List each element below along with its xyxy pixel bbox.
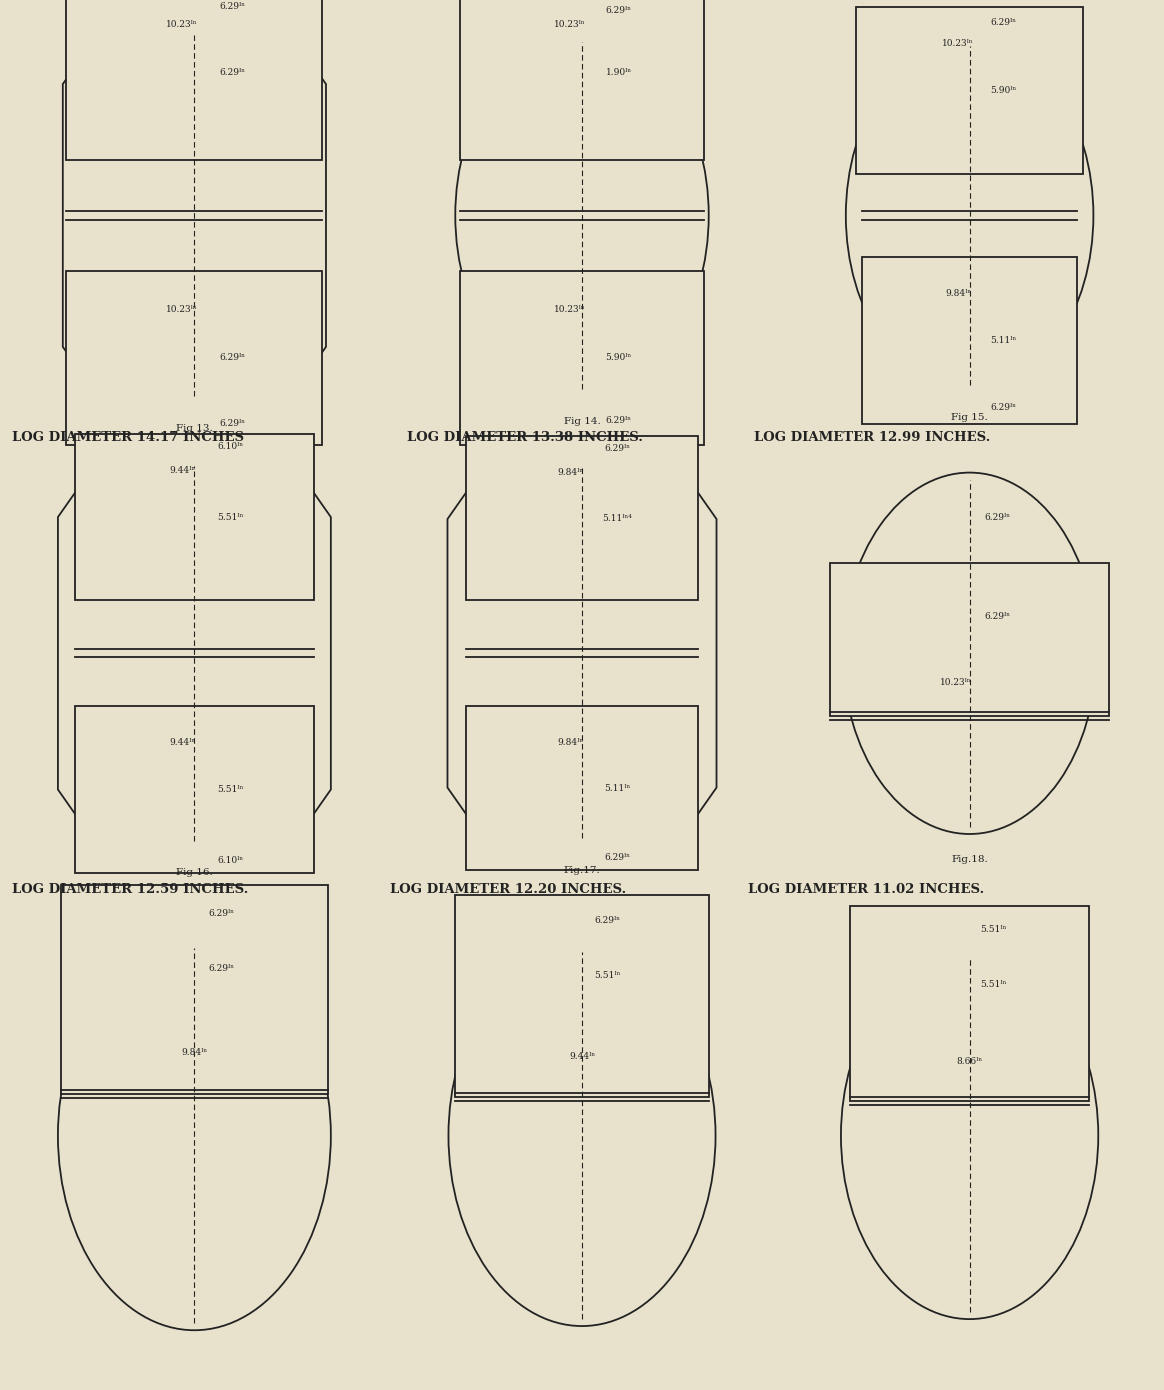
- Text: 5.51ᴵⁿ: 5.51ᴵⁿ: [980, 924, 1007, 934]
- Text: Fig 16.: Fig 16.: [176, 869, 213, 877]
- Text: 9.84ᴵⁿ: 9.84ᴵⁿ: [558, 468, 583, 477]
- Text: 6.10ᴵⁿ: 6.10ᴵⁿ: [218, 856, 243, 865]
- Text: Fig.18.: Fig.18.: [951, 855, 988, 863]
- Text: 8.66ᴵⁿ: 8.66ᴵⁿ: [957, 1058, 982, 1066]
- Ellipse shape: [846, 39, 1093, 392]
- Text: 5.90ᴵⁿ: 5.90ᴵⁿ: [605, 353, 632, 363]
- Text: LOG DIAMETER 12.99 INCHES.: LOG DIAMETER 12.99 INCHES.: [754, 431, 991, 445]
- Ellipse shape: [840, 952, 1099, 1319]
- Text: 6.29ᴵⁿ: 6.29ᴵⁿ: [991, 403, 1016, 413]
- Text: 6.29ᴵⁿ: 6.29ᴵⁿ: [605, 416, 632, 425]
- Bar: [850, 906, 1088, 1101]
- Text: 10.23ᴵⁿ: 10.23ᴵⁿ: [165, 19, 198, 29]
- Ellipse shape: [843, 473, 1096, 834]
- Polygon shape: [63, 28, 326, 403]
- Text: 10.23ᴵⁿ: 10.23ᴵⁿ: [554, 19, 585, 29]
- Text: 5.51ᴵⁿ: 5.51ᴵⁿ: [217, 785, 243, 794]
- Bar: [466, 706, 698, 870]
- Bar: [76, 706, 314, 873]
- Text: 5.51ᴵⁿ: 5.51ᴵⁿ: [217, 513, 243, 521]
- Text: LOG DIAMETER 14.17 INCHES: LOG DIAMETER 14.17 INCHES: [12, 431, 243, 445]
- Text: 10.23ᴵⁿ: 10.23ᴵⁿ: [943, 39, 974, 49]
- Text: 6.29ᴵⁿ: 6.29ᴵⁿ: [985, 513, 1010, 523]
- Text: LOG DIAMETER 12.20 INCHES.: LOG DIAMETER 12.20 INCHES.: [390, 883, 626, 897]
- Polygon shape: [447, 461, 717, 845]
- Bar: [76, 434, 314, 600]
- Bar: [66, 0, 322, 160]
- Text: 6.29ᴵⁿ: 6.29ᴵⁿ: [220, 68, 246, 78]
- Bar: [861, 257, 1077, 424]
- Text: 9.84ᴵⁿ: 9.84ᴵⁿ: [558, 738, 583, 746]
- Text: Fig 13.: Fig 13.: [176, 424, 213, 432]
- Ellipse shape: [58, 941, 331, 1330]
- Text: 6.29ᴵⁿ: 6.29ᴵⁿ: [220, 353, 246, 363]
- Text: 6.10ᴵⁿ: 6.10ᴵⁿ: [218, 442, 243, 450]
- Text: 5.90ᴵⁿ: 5.90ᴵⁿ: [991, 86, 1017, 95]
- Text: 1.90ᴵⁿ: 1.90ᴵⁿ: [605, 68, 632, 78]
- Text: 5.11ᴵⁿ: 5.11ᴵⁿ: [604, 784, 630, 792]
- Bar: [856, 7, 1083, 174]
- Text: Fig 14.: Fig 14.: [563, 417, 601, 425]
- Text: 6.29ᴵⁿ: 6.29ᴵⁿ: [220, 420, 246, 428]
- Text: 9.84ᴵⁿ: 9.84ᴵⁿ: [946, 289, 972, 299]
- Bar: [460, 0, 704, 160]
- Text: 10.23ᴵⁿ: 10.23ᴵⁿ: [554, 304, 585, 314]
- Text: 6.29ᴵⁿ: 6.29ᴵⁿ: [208, 965, 234, 973]
- Text: Fig.17.: Fig.17.: [563, 866, 601, 874]
- Text: 6.29ᴵⁿ: 6.29ᴵⁿ: [605, 6, 632, 15]
- Text: 10.23ᴵⁿ: 10.23ᴵⁿ: [165, 304, 198, 314]
- Bar: [455, 895, 709, 1097]
- Text: 6.29ᴵⁿ: 6.29ᴵⁿ: [985, 612, 1010, 621]
- Text: 9.44ᴵⁿ: 9.44ᴵⁿ: [569, 1052, 595, 1061]
- Ellipse shape: [448, 945, 716, 1326]
- Bar: [466, 436, 698, 600]
- Text: LOG DIAMETER 11.02 INCHES.: LOG DIAMETER 11.02 INCHES.: [748, 883, 985, 897]
- Text: 6.29ᴵⁿ: 6.29ᴵⁿ: [208, 909, 234, 917]
- Text: 6.29ᴵⁿ: 6.29ᴵⁿ: [220, 3, 246, 11]
- Bar: [61, 885, 328, 1094]
- Text: 9.44ᴵⁿ: 9.44ᴵⁿ: [170, 738, 196, 748]
- Text: 6.29ᴵⁿ: 6.29ᴵⁿ: [991, 18, 1016, 28]
- Bar: [66, 271, 322, 445]
- Text: 5.11ᴵⁿ⁴: 5.11ᴵⁿ⁴: [602, 514, 632, 523]
- Text: 9.44ᴵⁿ: 9.44ᴵⁿ: [170, 466, 196, 475]
- Polygon shape: [58, 459, 331, 848]
- Text: 6.29ᴵⁿ: 6.29ᴵⁿ: [595, 916, 620, 924]
- Bar: [830, 563, 1109, 716]
- Text: 5.51ᴵⁿ: 5.51ᴵⁿ: [594, 972, 620, 980]
- Text: LOG DIAMETER 13.38 INCHES.: LOG DIAMETER 13.38 INCHES.: [407, 431, 644, 445]
- Text: 10.23ᴵⁿ: 10.23ᴵⁿ: [939, 678, 972, 687]
- Text: Fig 15.: Fig 15.: [951, 413, 988, 421]
- Text: 6.29ᴵⁿ: 6.29ᴵⁿ: [604, 853, 630, 862]
- Text: LOG DIAMETER 12.59 INCHES.: LOG DIAMETER 12.59 INCHES.: [12, 883, 248, 897]
- Text: 5.11ᴵⁿ: 5.11ᴵⁿ: [991, 336, 1017, 345]
- Text: 9.84ᴵⁿ: 9.84ᴵⁿ: [182, 1048, 207, 1056]
- Ellipse shape: [455, 35, 709, 396]
- Text: 6.29ᴵⁿ: 6.29ᴵⁿ: [604, 445, 630, 453]
- Text: 5.51ᴵⁿ: 5.51ᴵⁿ: [980, 980, 1007, 988]
- Bar: [460, 271, 704, 445]
